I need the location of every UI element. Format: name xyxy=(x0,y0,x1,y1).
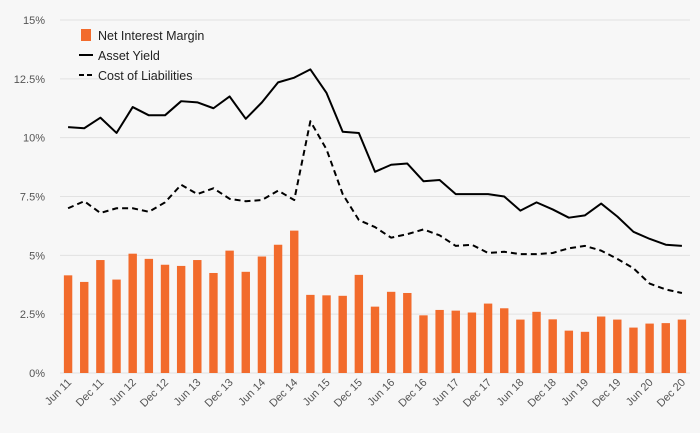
bar-net-interest-margin xyxy=(645,323,654,373)
bar-net-interest-margin xyxy=(596,316,606,373)
bar-net-interest-margin xyxy=(225,250,234,373)
bar-net-interest-margin xyxy=(532,311,541,373)
bar-net-interest-margin xyxy=(63,275,73,373)
y-tick-label: 10% xyxy=(23,133,45,145)
bar-net-interest-margin xyxy=(354,274,364,373)
bar-net-interest-margin xyxy=(564,330,574,373)
bar-net-interest-margin xyxy=(273,244,283,373)
bar-net-interest-margin xyxy=(467,312,477,373)
bar-net-interest-margin xyxy=(338,295,347,373)
bar-net-interest-margin xyxy=(290,230,299,373)
bar-net-interest-margin xyxy=(306,294,315,373)
bar-net-interest-margin xyxy=(451,310,460,373)
line-series xyxy=(67,68,683,294)
bar-net-interest-margin xyxy=(435,309,444,373)
y-axis: 0% 2.5% 5% 7.5% 10% 12.5% 15% xyxy=(14,15,45,380)
bar-net-interest-margin xyxy=(661,323,670,373)
legend-label-net-interest-margin: Net Interest Margin xyxy=(98,29,204,43)
legend-swatch-net-interest-margin xyxy=(81,29,91,41)
bar-net-interest-margin xyxy=(241,271,250,373)
y-tick-label: 15% xyxy=(23,15,45,27)
line-cost-of-liabilities xyxy=(67,120,683,294)
bar-net-interest-margin xyxy=(386,291,396,373)
bar-net-interest-margin xyxy=(160,264,170,373)
legend-label-asset-yield: Asset Yield xyxy=(98,49,160,63)
y-tick-label: 5% xyxy=(29,250,45,262)
bar-net-interest-margin xyxy=(144,258,154,373)
bar-net-interest-margin xyxy=(613,319,622,373)
legend: Net Interest Margin Asset Yield Cost of … xyxy=(79,29,204,83)
bar-net-interest-margin xyxy=(176,265,186,373)
bar-series xyxy=(63,230,687,373)
bar-net-interest-margin xyxy=(419,315,428,373)
y-tick-label: 7.5% xyxy=(20,192,45,204)
bar-net-interest-margin xyxy=(370,306,380,373)
bar-net-interest-margin xyxy=(322,295,331,373)
bar-net-interest-margin xyxy=(80,281,89,373)
bar-net-interest-margin xyxy=(677,319,687,373)
bar-net-interest-margin xyxy=(112,279,121,373)
legend-label-cost-of-liabilities: Cost of Liabilities xyxy=(98,69,193,83)
bar-net-interest-margin xyxy=(403,292,412,373)
bar-net-interest-margin xyxy=(629,327,638,373)
bar-net-interest-margin xyxy=(257,256,267,373)
bar-net-interest-margin xyxy=(209,272,218,373)
bar-net-interest-margin xyxy=(128,253,137,373)
bar-net-interest-margin xyxy=(96,260,105,373)
y-tick-label: 12.5% xyxy=(14,74,45,86)
bar-net-interest-margin xyxy=(548,319,557,373)
bar-net-interest-margin xyxy=(193,260,202,373)
line-asset-yield xyxy=(68,68,682,247)
y-tick-label: 0% xyxy=(29,368,45,380)
bar-net-interest-margin xyxy=(483,303,493,373)
bar-net-interest-margin xyxy=(516,319,525,373)
bar-net-interest-margin xyxy=(500,308,509,373)
bar-net-interest-margin xyxy=(580,331,590,373)
y-tick-label: 2.5% xyxy=(20,309,45,321)
